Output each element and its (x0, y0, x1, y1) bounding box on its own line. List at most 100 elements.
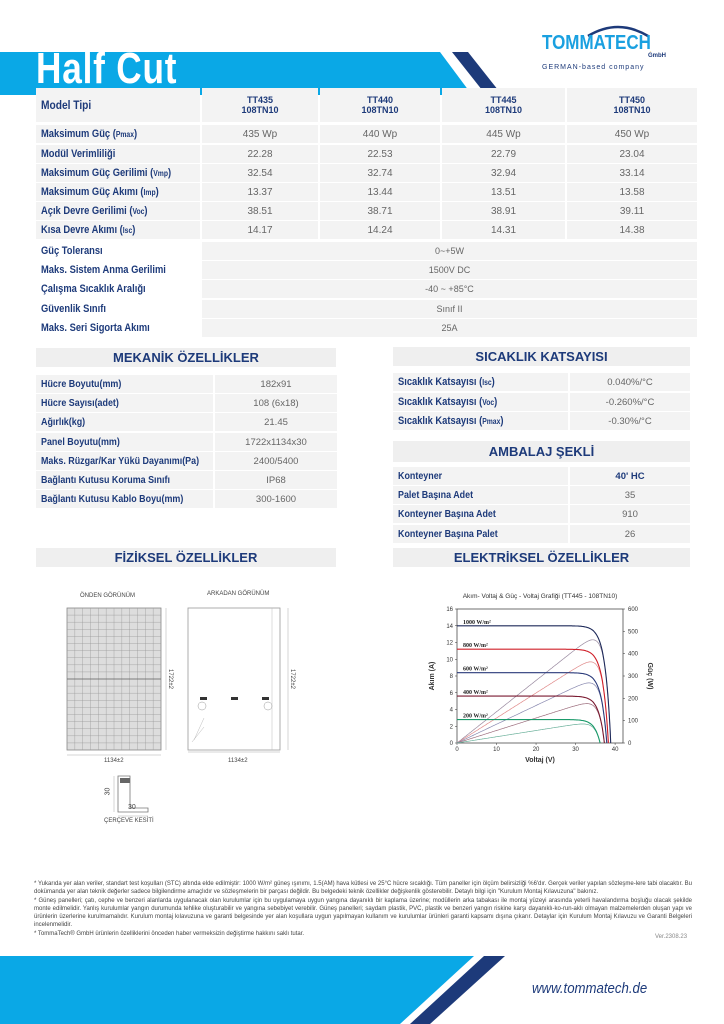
label-end: ) (494, 396, 498, 408)
row-label: Maks. Sistem Anma Gerilimi (41, 264, 166, 277)
row-label: Çalışma Sıcaklık Aralığı (41, 283, 146, 296)
version: Ver.2308.23 (655, 934, 688, 940)
value-cell: 14.31 (442, 221, 565, 239)
value-cell: 32.54 (202, 164, 318, 182)
row-label: Açık Devre Gerilimi (Voc) (41, 205, 148, 217)
y-tick-label: 8 (450, 674, 454, 680)
value-cell: 39.11 (567, 202, 697, 220)
label-cell: Modül Verimliliği (36, 145, 200, 163)
footer-banner (0, 956, 505, 1024)
label-cell: Bağlantı Kutusu Koruma Sınıfı (36, 471, 213, 489)
value-cell: 910 (570, 505, 690, 523)
row-label: Güç Toleransı (41, 245, 103, 257)
power-curve (456, 661, 609, 744)
product-title: Half Cut (36, 44, 178, 93)
label-text: Kısa Devre Akımı ( (41, 224, 123, 236)
label-cell: Çalışma Sıcaklık Aralığı (36, 280, 200, 299)
merged-value-cell: -40 ~ +85°C (202, 280, 697, 299)
value-cell: 1722x1134x30 (215, 433, 337, 451)
row-label: Konteyner (398, 470, 443, 482)
value-cell: 22.79 (442, 145, 565, 163)
row-label: Sıcaklık Katsayısı (Voc) (398, 396, 497, 408)
label-end: ) (500, 415, 504, 427)
x-axis-label: Voltaj (V) (525, 757, 555, 764)
label-text: Sıcaklık Katsayısı ( (398, 396, 483, 408)
frame-width-dim: 30 (128, 804, 136, 811)
header-banner: Half Cut (0, 38, 724, 98)
label-end: ) (132, 224, 136, 236)
chart-title: Akım- Voltaj & Güç - Voltaj Grafiği (TT4… (463, 593, 618, 600)
label-text: Sıcaklık Katsayısı ( (398, 376, 483, 388)
power-curve (456, 703, 605, 744)
y2-axis-label: Güç (W) (646, 663, 653, 690)
value-cell: 22.53 (320, 145, 440, 163)
y-tick-label: 2 (450, 724, 454, 730)
website-link[interactable]: www.tommatech.de (532, 980, 648, 997)
label-cell: Sıcaklık Katsayısı (Voc) (393, 393, 568, 411)
label-text: Modül Verimliliği (41, 148, 116, 160)
model-header: TT445 108TN10 (442, 88, 565, 122)
value-cell: 40' HC (570, 467, 690, 485)
y-tick-label: 14 (446, 624, 453, 630)
x-tick-label: 20 (533, 747, 540, 753)
label-subscript: Pmax (115, 130, 134, 139)
row-label: Maks. Seri Sigorta Akımı (41, 321, 150, 334)
y2-tick-label: 200 (628, 696, 639, 702)
header-label-cell: Model Tipi (36, 88, 200, 122)
current-curve (457, 672, 608, 744)
model-header: TT450 108TN10 (567, 88, 697, 122)
label-cell: Maksimum Güç (Pmax) (36, 125, 200, 143)
value-cell: IP68 (215, 471, 337, 489)
model-code: 108TN10 (361, 105, 399, 115)
frame-height-dim: 30 (104, 787, 112, 796)
logo: TOMMATECH GmbH GERMAN-based company (538, 22, 673, 77)
value-cell: 14.24 (320, 221, 440, 239)
label-subscript: Isc (122, 226, 133, 235)
value-cell: 435 Wp (202, 125, 318, 143)
power-curve (456, 682, 608, 744)
label-cell: Panel Boyutu(mm) (36, 433, 213, 451)
model-code: 108TN10 (484, 105, 523, 115)
row-label: Modül Verimliliği (41, 148, 115, 160)
label-end: ) (133, 128, 138, 140)
label-subscript: Vmp (153, 169, 168, 178)
front-height-dim: 1722±2 (166, 669, 173, 689)
front-view-label: ÖNDEN GÖRÜNÜM (80, 593, 135, 599)
iv-pv-chart: Akım- Voltaj & Güç - Voltaj Grafiği (TT4… (429, 593, 653, 764)
model-name: TT445 (490, 95, 517, 105)
model-name: TT450 (618, 95, 645, 105)
value-cell: 32.74 (320, 164, 440, 182)
row-label: Hücre Sayısı(adet) (41, 397, 119, 409)
y2-tick-label: 300 (628, 674, 639, 680)
current-curve (457, 625, 612, 744)
temperature-header: SICAKLIK KATSAYISI (393, 347, 690, 366)
row-label: Güvenlik Sınıfı (41, 302, 106, 315)
value-cell: 35 (570, 486, 690, 504)
power-curve (456, 639, 612, 744)
value-cell: 26 (570, 525, 690, 543)
value-cell: 2400/5400 (215, 452, 337, 470)
front-view-drawing (66, 607, 167, 756)
label-cell: Konteyner (393, 467, 568, 485)
value-cell: 23.04 (567, 145, 697, 163)
row-label: Sıcaklık Katsayısı (Isc) (398, 376, 495, 388)
row-label: Konteyner Başına Adet (398, 508, 496, 520)
label-subscript: Pmax (482, 417, 501, 426)
frame-section-label: ÇERÇEVE KESİTİ (104, 818, 154, 824)
row-label: Bağlantı Kutusu Kablo Boyu(mm) (41, 493, 184, 505)
label-cell: Güç Toleransı (36, 242, 200, 260)
value-cell: 21.45 (215, 413, 337, 431)
label-cell: Sıcaklık Katsayısı (Pmax) (393, 412, 568, 430)
y-tick-label: 4 (450, 708, 454, 714)
header-label: Model Tipi (41, 98, 92, 112)
value-cell: -0.260%/°C (570, 393, 690, 411)
value-cell: 13.51 (442, 183, 565, 201)
y-tick-label: 10 (446, 657, 453, 663)
label-text: Maksimum Güç ( (41, 128, 116, 140)
physical-header: FİZİKSEL ÖZELLİKLER (36, 548, 336, 567)
x-tick-label: 40 (612, 747, 619, 753)
label-cell: Açık Devre Gerilimi (Voc) (36, 202, 200, 220)
value-cell: 38.91 (442, 202, 565, 220)
row-label: Maksimum Güç (Pmax) (41, 128, 137, 140)
series-label: 200 W/m² (463, 714, 488, 720)
